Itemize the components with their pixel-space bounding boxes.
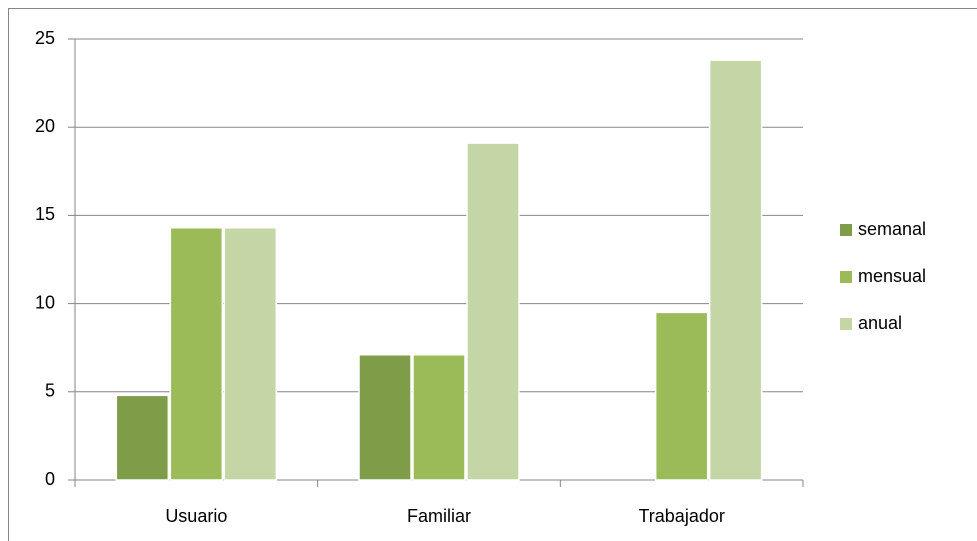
bar — [466, 142, 520, 481]
bar — [412, 354, 466, 481]
y-tick-label: 0 — [45, 469, 55, 489]
bar — [654, 311, 709, 481]
bar — [223, 226, 278, 481]
y-tick-label: 5 — [45, 381, 55, 401]
x-tick-label: Usuario — [165, 506, 227, 526]
x-tick-label: Familiar — [407, 506, 471, 526]
legend-label: mensual — [858, 266, 926, 286]
x-tick-label: Trabajador — [638, 506, 724, 526]
legend-label: anual — [858, 313, 902, 333]
legend-swatch — [840, 318, 852, 330]
bar — [169, 226, 224, 481]
y-tick-label: 20 — [35, 116, 55, 136]
y-tick-label: 10 — [35, 292, 55, 312]
bar — [358, 354, 412, 481]
legend-swatch — [840, 224, 852, 236]
bar — [115, 394, 170, 481]
legend-swatch — [840, 271, 852, 283]
bar — [708, 59, 763, 481]
y-tick-label: 25 — [35, 28, 55, 48]
legend-label: semanal — [858, 219, 926, 239]
y-tick-label: 15 — [35, 204, 55, 224]
